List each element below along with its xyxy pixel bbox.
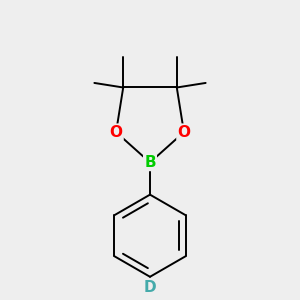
Text: O: O xyxy=(110,124,123,140)
Text: B: B xyxy=(144,155,156,170)
Text: O: O xyxy=(177,124,190,140)
Text: D: D xyxy=(144,280,156,295)
